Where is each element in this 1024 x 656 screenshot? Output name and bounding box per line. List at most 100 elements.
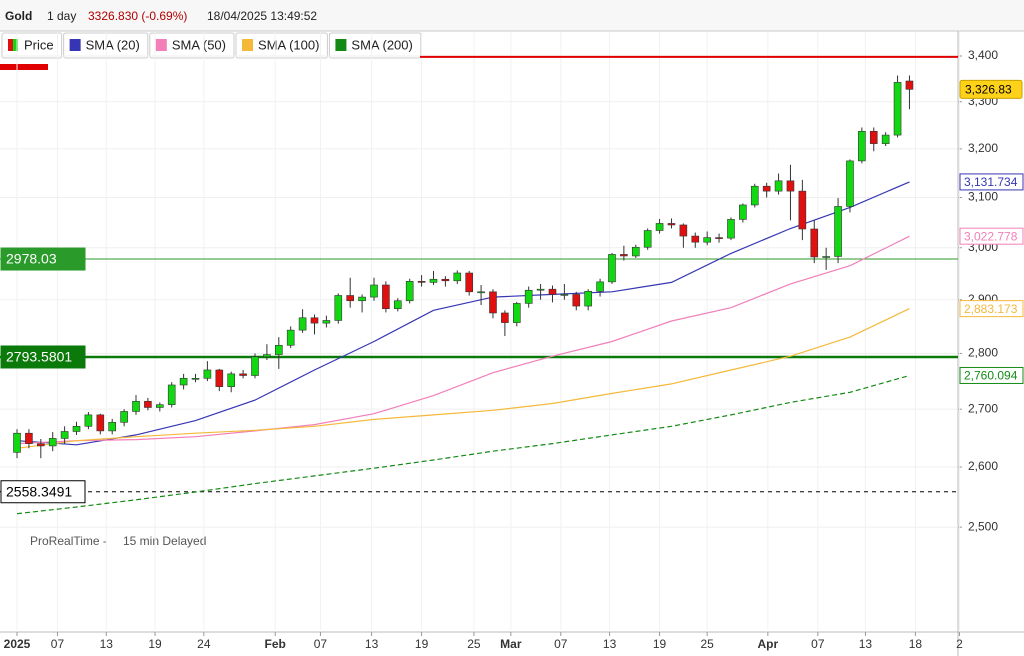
candle-body [560, 294, 569, 296]
candle-body [774, 180, 783, 192]
sma-line [16, 181, 910, 446]
candle-body [60, 431, 69, 439]
candle-body [274, 344, 283, 355]
price-tag: 3,326.83 [965, 83, 1012, 97]
candle-body [227, 373, 236, 387]
candle-body [810, 228, 819, 258]
candle-body [691, 235, 700, 243]
candle-body [84, 414, 93, 427]
candle-body [120, 411, 128, 423]
sma-line [16, 374, 910, 515]
candle-body [441, 278, 450, 282]
legend-item[interactable] [328, 32, 422, 59]
x-tick-label: 13 [859, 637, 873, 651]
legend-item[interactable] [235, 32, 328, 59]
candle-body [608, 254, 616, 283]
candle-body [750, 185, 759, 206]
candle-body [834, 206, 842, 257]
legend-label: SMA (200) [351, 37, 412, 52]
y-tick-label: 2,500 [968, 519, 998, 533]
x-tick-label: 07 [811, 637, 825, 651]
x-tick-label: 13 [603, 637, 617, 651]
source-note: ProRealTime - [30, 534, 107, 548]
sma-end-label-box [959, 227, 1024, 245]
legend-icon [242, 39, 253, 51]
legend-icon [155, 39, 167, 51]
candle-body [286, 329, 295, 346]
instrument: Gold [5, 9, 32, 23]
candle-body [167, 384, 176, 405]
x-tick-label: 19 [415, 637, 429, 651]
header-bar [0, 0, 1024, 31]
sma-end-label-box [959, 366, 1024, 384]
x-tick-label: 2 [956, 637, 963, 651]
y-tick-label: 3,200 [968, 141, 998, 155]
candle-body [869, 130, 878, 144]
candle-body [822, 256, 830, 258]
candle-body [429, 278, 438, 283]
candle-body [263, 354, 271, 358]
candle-body [536, 288, 545, 291]
candle-body [548, 288, 557, 295]
level-label: 2793.5801 [6, 349, 72, 365]
candle-body [251, 356, 259, 376]
candle-body [524, 289, 533, 304]
candle-body [465, 272, 473, 293]
x-tick-label: 07 [554, 637, 568, 651]
candle-body [382, 284, 390, 310]
y-tick-label: 2,700 [968, 401, 998, 415]
legend-icon [8, 39, 13, 51]
candle-body [72, 426, 81, 432]
x-tick-label: 19 [653, 637, 667, 651]
candle-body [655, 223, 664, 231]
x-tick-label: 25 [467, 637, 481, 651]
candle-body [13, 432, 21, 453]
candle-body [322, 320, 331, 324]
sma-end-label: 2,883.173 [964, 302, 1018, 316]
candle-body [512, 303, 521, 323]
legend-label: SMA (20) [86, 37, 140, 52]
candle-body [144, 400, 152, 408]
candle-body [631, 246, 640, 257]
legend-item[interactable] [63, 32, 149, 59]
y-tick-label: 2,800 [968, 346, 998, 360]
legend-icon [69, 39, 81, 51]
level-label-box [0, 480, 86, 504]
x-tick-label: 13 [100, 637, 114, 651]
candle-body [298, 317, 307, 331]
y-tick-label: 2,600 [968, 459, 998, 473]
x-tick-label: 18 [909, 637, 923, 651]
candle-body [346, 295, 354, 302]
sma-end-label: 2,760.094 [964, 369, 1018, 383]
sma-line [16, 235, 910, 445]
candle-body [501, 312, 509, 323]
x-tick-label: 25 [700, 637, 714, 651]
candle-body [239, 373, 247, 376]
candle-body [798, 190, 807, 230]
x-tick-label: 13 [365, 637, 379, 651]
candle-body [334, 295, 343, 321]
x-tick-label: Apr [758, 637, 779, 651]
candle-body [762, 185, 771, 192]
candle-body [37, 443, 45, 447]
candle-body [132, 400, 140, 412]
candle-body [215, 369, 224, 387]
candle-body [25, 432, 33, 444]
candle-body [881, 134, 890, 144]
legend-item[interactable] [149, 32, 235, 59]
candle-body [156, 404, 164, 408]
sma-end-label-box [959, 300, 1024, 318]
candle-body [48, 438, 57, 447]
candle-body [786, 180, 795, 192]
x-tick-label: Mar [500, 637, 522, 651]
candle-body [203, 369, 212, 379]
sma-end-label: 3,131.734 [964, 175, 1018, 189]
y-tick-label: 3,400 [968, 48, 998, 62]
legend-label: Price [24, 37, 54, 52]
x-tick-label: 19 [148, 637, 162, 651]
candle-body [584, 290, 592, 307]
sma-end-label: 3,022.778 [964, 229, 1018, 243]
level-label-box [0, 345, 86, 369]
candle-body [108, 421, 117, 432]
legend-label: SMA (50) [172, 37, 226, 52]
